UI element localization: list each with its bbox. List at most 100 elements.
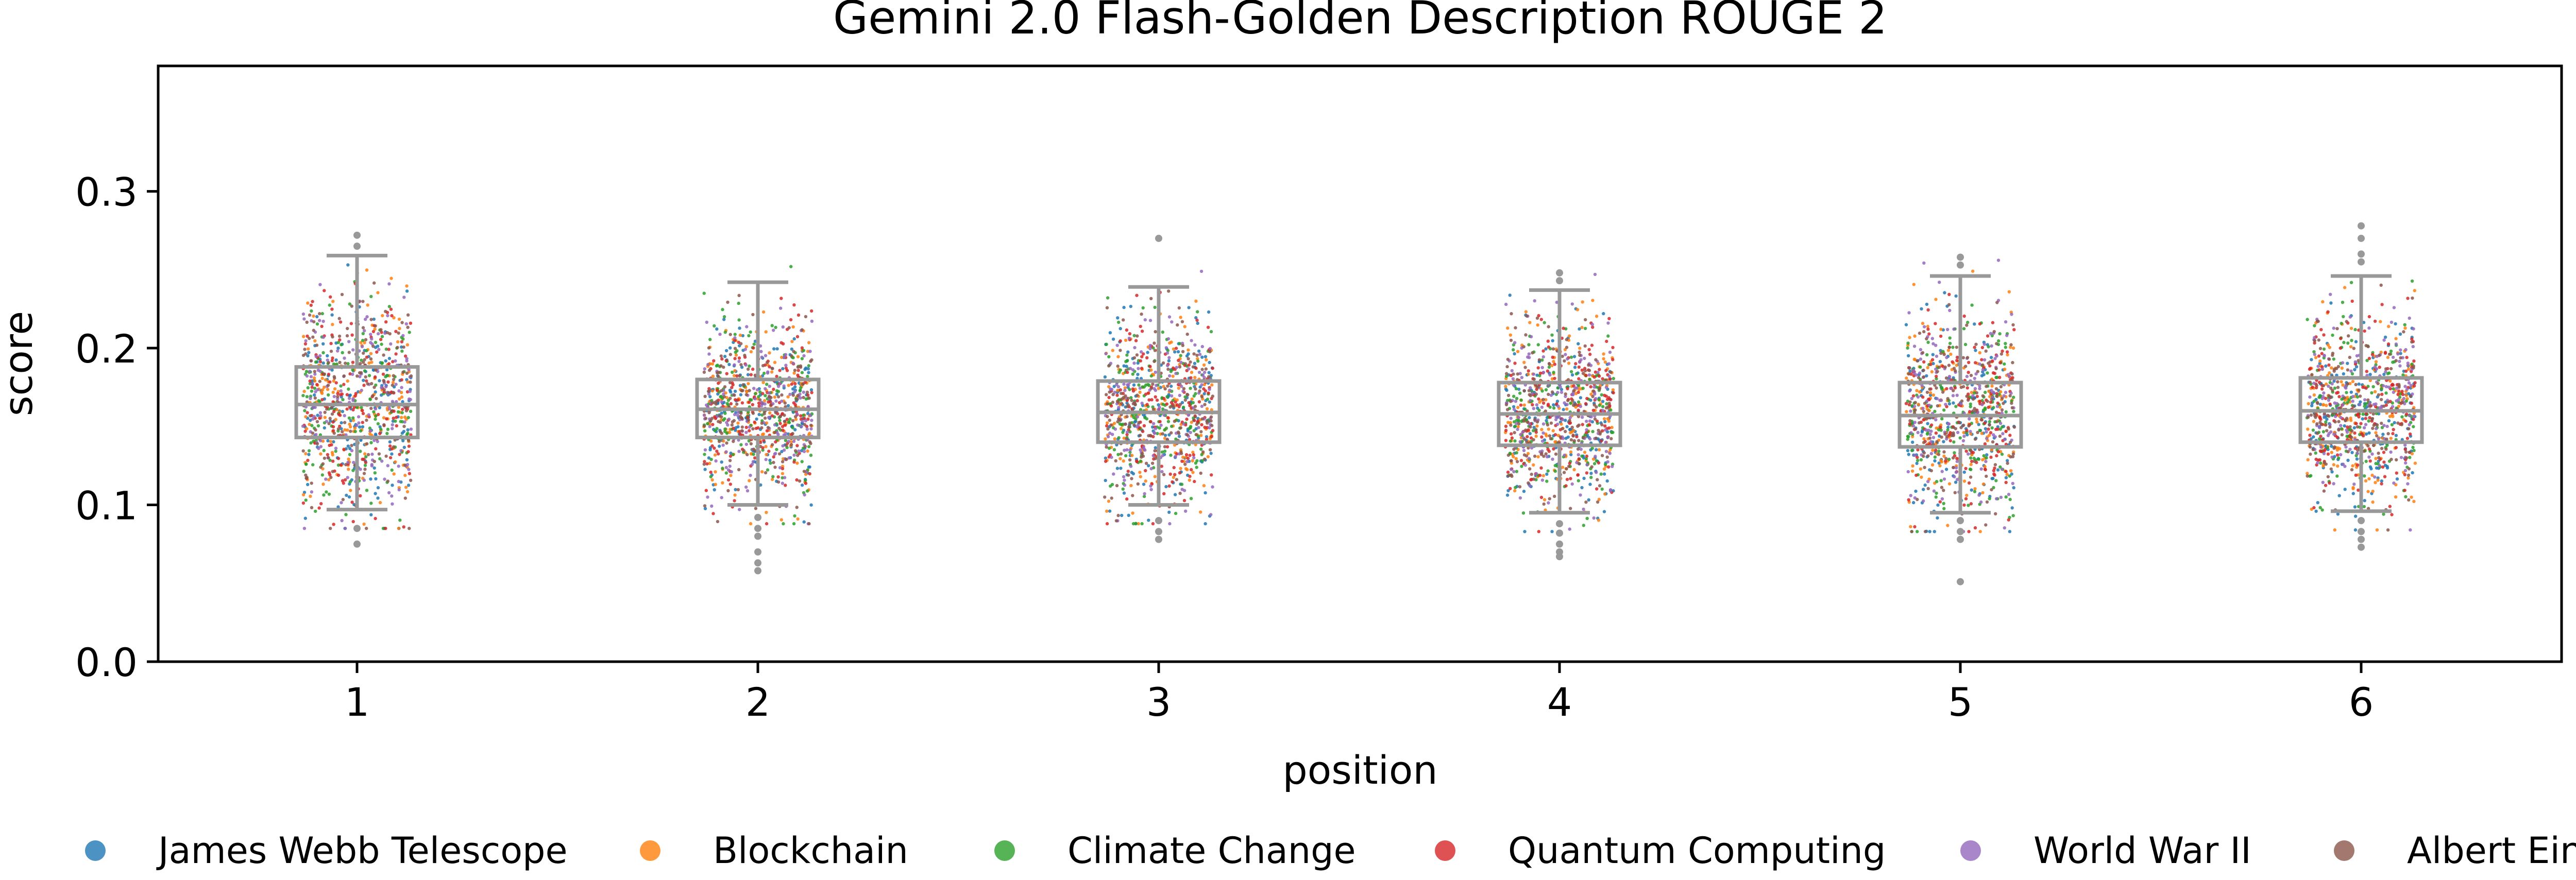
strip-point: [1595, 459, 1598, 463]
strip-point: [1998, 422, 2003, 425]
strip-point: [802, 413, 805, 417]
strip-point: [1994, 479, 1998, 482]
strip-point: [730, 423, 734, 427]
strip-point: [338, 360, 342, 365]
strip-point: [740, 429, 744, 433]
strip-point: [361, 409, 364, 412]
strip-point: [1994, 387, 1998, 391]
strip-point: [1118, 339, 1122, 343]
strip-point: [721, 443, 725, 447]
strip-point: [2004, 342, 2007, 346]
strip-point: [312, 329, 315, 332]
strip-point: [313, 370, 316, 373]
strip-point: [1105, 342, 1108, 346]
strip-point: [1589, 476, 1593, 479]
strip-point: [722, 315, 726, 319]
strip-point: [717, 382, 720, 385]
strip-point: [1149, 368, 1153, 372]
strip-point: [1990, 398, 1993, 401]
strip-point: [2008, 440, 2012, 444]
strip-point: [1591, 457, 1596, 461]
strip-point: [1986, 400, 1989, 403]
strip-point: [1203, 403, 1207, 406]
strip-point: [770, 443, 774, 446]
strip-point: [1967, 504, 1970, 507]
strip-point: [1528, 467, 1532, 471]
strip-point: [387, 282, 391, 286]
strip-point: [1505, 493, 1510, 497]
strip-point: [306, 411, 309, 415]
strip-point: [1135, 460, 1139, 463]
strip-point: [1590, 446, 1594, 450]
strip-point: [2342, 372, 2345, 376]
strip-point: [1602, 357, 1605, 360]
strip-point: [409, 380, 412, 384]
strip-point: [401, 334, 405, 337]
strip-point: [1973, 391, 1976, 395]
strip-point: [739, 363, 743, 367]
strip-point: [740, 416, 743, 420]
strip-point: [1908, 419, 1912, 423]
strip-point: [1909, 409, 1912, 413]
strip-point: [706, 363, 710, 367]
strip-point: [791, 426, 794, 429]
strip-point: [703, 429, 707, 433]
strip-point: [795, 506, 799, 509]
strip-point: [384, 347, 388, 351]
strip-point: [396, 410, 400, 413]
strip-point: [1203, 425, 1207, 429]
strip-point: [343, 356, 346, 360]
strip-point: [1595, 471, 1598, 474]
strip-point: [2363, 499, 2366, 503]
strip-point: [1577, 342, 1580, 346]
strip-point: [351, 368, 354, 372]
strip-point: [1926, 422, 1929, 425]
strip-point: [405, 390, 410, 394]
strip-point: [1948, 439, 1952, 443]
strip-point: [308, 313, 312, 317]
strip-point: [1143, 318, 1147, 322]
strip-point: [703, 507, 707, 510]
strip-point: [380, 342, 383, 346]
strip-point: [355, 374, 359, 378]
strip-point: [1204, 491, 1207, 495]
strip-point: [1925, 407, 1929, 411]
strip-point: [1155, 398, 1159, 402]
strip-point: [726, 489, 730, 493]
strip-point: [1506, 393, 1511, 398]
strip-point: [1947, 292, 1951, 296]
strip-point: [1135, 353, 1139, 357]
strip-point: [808, 465, 811, 469]
strip-point: [309, 396, 312, 400]
strip-point: [1108, 419, 1111, 422]
strip-point: [304, 370, 309, 373]
strip-point: [310, 506, 314, 509]
strip-point: [1193, 361, 1197, 365]
strip-point: [712, 359, 716, 363]
strip-point: [318, 283, 322, 286]
strip-point: [806, 367, 810, 371]
strip-point: [1161, 432, 1164, 436]
strip-point: [1520, 464, 1523, 468]
strip-point: [329, 419, 332, 423]
strip-point: [359, 429, 363, 433]
strip-point: [1598, 386, 1602, 390]
strip-point: [1178, 403, 1182, 406]
strip-point: [1943, 365, 1947, 369]
strip-point: [1929, 452, 1933, 455]
strip-point: [2001, 349, 2004, 353]
strip-point: [342, 448, 346, 452]
strip-point: [1512, 407, 1516, 411]
strip-point: [1947, 457, 1951, 461]
strip-point: [1148, 347, 1152, 351]
strip-point: [1913, 334, 1917, 338]
strip-point: [1990, 488, 1993, 492]
strip-point: [1205, 407, 1209, 411]
strip-point: [359, 341, 363, 344]
strip-point: [1914, 489, 1918, 493]
strip-point: [1532, 438, 1535, 442]
strip-point: [1567, 361, 1571, 365]
strip-point: [1527, 446, 1530, 450]
strip-point: [738, 374, 741, 378]
strip-point: [371, 394, 375, 398]
